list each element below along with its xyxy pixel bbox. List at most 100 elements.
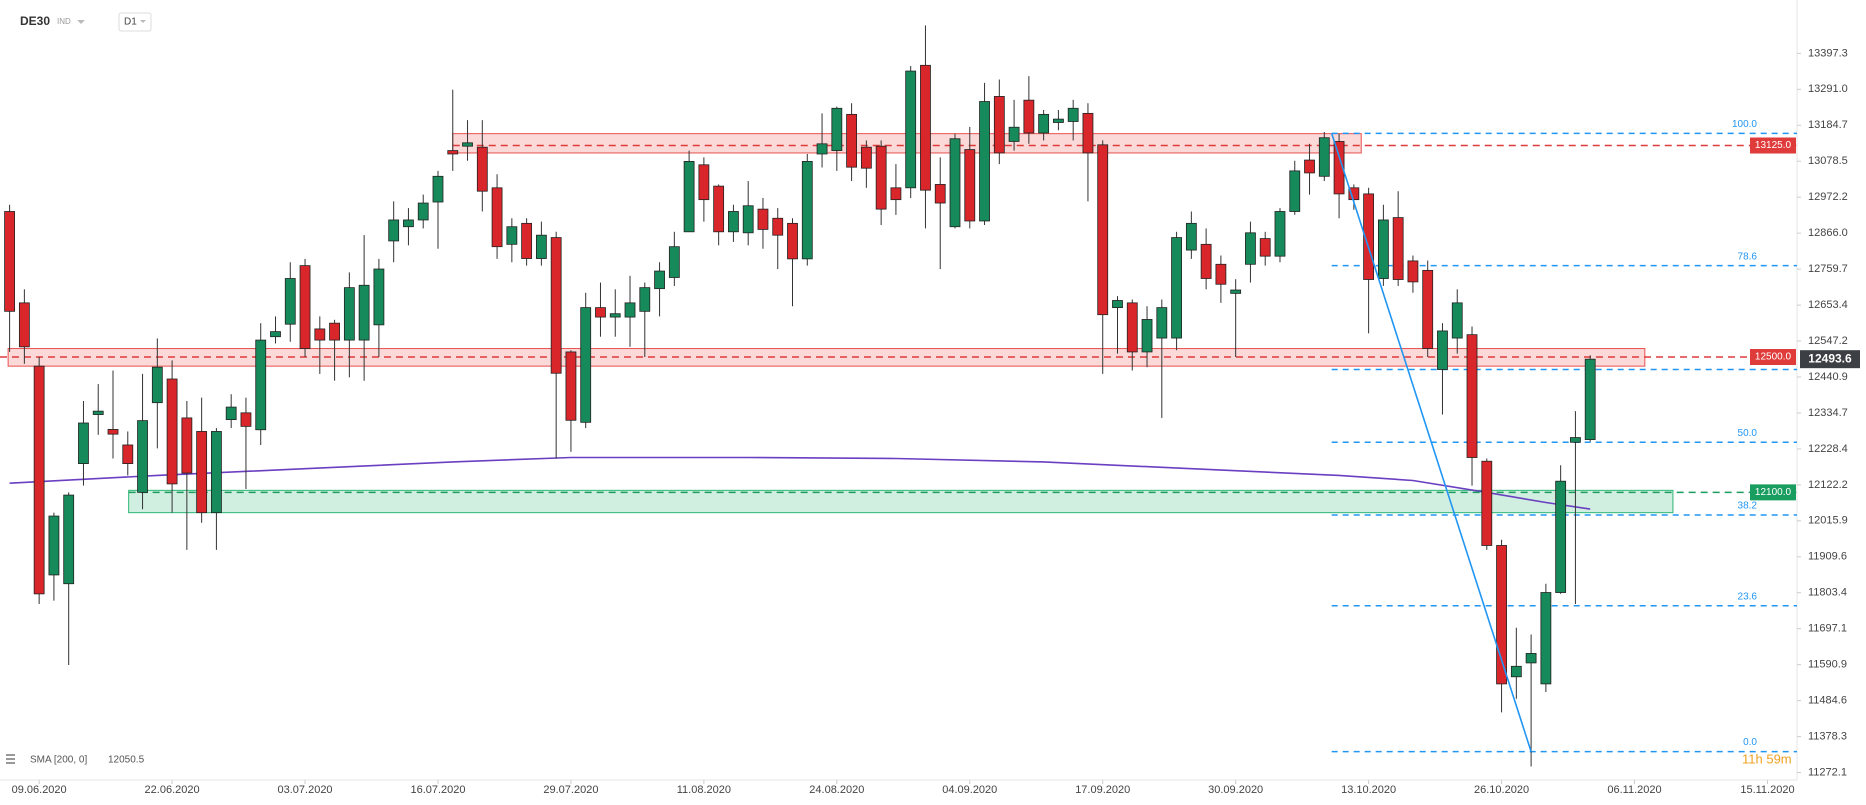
y-tick-label: 11484.6 xyxy=(1808,695,1847,707)
candle-body xyxy=(1185,222,1197,251)
x-tick-label: 17.09.2020 xyxy=(1075,784,1130,796)
candle-body xyxy=(742,205,754,234)
y-tick-label: 13291.0 xyxy=(1808,83,1848,95)
level-label-box xyxy=(1750,484,1796,501)
fib-label: 78.6 xyxy=(1738,251,1758,262)
y-tick-label: 12547.2 xyxy=(1808,335,1848,347)
dropdown-caret xyxy=(77,20,85,24)
candle-body xyxy=(196,431,208,514)
candle-body xyxy=(107,429,119,435)
y-tick-label: 13078.5 xyxy=(1808,155,1848,167)
candle-body xyxy=(1466,334,1478,458)
y-tick-label: 12759.7 xyxy=(1808,263,1848,275)
candle-body xyxy=(964,149,976,222)
candle-body xyxy=(122,444,134,465)
candle-body xyxy=(270,331,281,338)
candle-body xyxy=(92,410,104,415)
candle-body xyxy=(535,234,547,259)
candle-body xyxy=(1451,302,1463,339)
candle-body xyxy=(284,278,296,325)
candle-body xyxy=(1555,480,1567,593)
candle-body xyxy=(890,187,902,201)
candle-body xyxy=(683,161,695,233)
candle-body xyxy=(1245,232,1256,265)
level-label: 12500.0 xyxy=(1755,352,1792,363)
candle-body xyxy=(63,494,75,585)
timeframe-caret xyxy=(140,20,146,23)
level-label-box xyxy=(1750,137,1796,154)
candle-body xyxy=(1525,653,1537,664)
last-price-box xyxy=(1800,350,1860,369)
candle-body xyxy=(550,237,562,374)
candle-body xyxy=(1392,217,1404,280)
candle-body xyxy=(1141,319,1153,353)
y-tick-label: 12334.7 xyxy=(1808,407,1848,419)
candle-body xyxy=(1510,665,1522,678)
candle-body xyxy=(1112,300,1123,309)
candle-body xyxy=(1230,289,1242,294)
y-tick-label: 12440.9 xyxy=(1808,371,1848,383)
candle-body xyxy=(846,113,857,168)
candle-body xyxy=(1038,113,1050,134)
candle-body xyxy=(417,202,429,221)
candle-body xyxy=(240,412,252,427)
candle-body xyxy=(1259,238,1271,257)
candle-body xyxy=(476,146,488,192)
candle-body xyxy=(1437,330,1448,370)
candle-body xyxy=(905,70,917,189)
candle-body xyxy=(1067,107,1079,122)
instrument-type[interactable]: IND xyxy=(57,17,71,26)
y-tick-label: 12972.2 xyxy=(1808,191,1848,203)
x-tick-label: 24.08.2020 xyxy=(809,784,864,796)
candle-body xyxy=(993,96,1005,154)
candle-body xyxy=(757,208,769,230)
candle-body xyxy=(491,187,503,248)
candle-body xyxy=(1481,460,1493,546)
candle-timer: 11h 59m xyxy=(1742,751,1792,766)
candle-body xyxy=(1570,437,1581,443)
candle-body xyxy=(1496,545,1507,685)
x-tick-label: 13.10.2020 xyxy=(1341,784,1396,796)
level-label: 13125.0 xyxy=(1755,140,1792,151)
candle-body xyxy=(831,107,843,151)
y-tick-label: 11909.6 xyxy=(1808,551,1847,563)
x-tick-label: 11.08.2020 xyxy=(677,784,731,796)
candle-body xyxy=(462,142,473,147)
candle-body xyxy=(1097,144,1109,316)
candle-body xyxy=(388,219,400,242)
candle-body xyxy=(816,143,828,155)
candle-body xyxy=(979,101,990,222)
candle-body xyxy=(654,270,665,290)
candle-body xyxy=(1304,159,1315,174)
candle-body xyxy=(33,365,45,595)
y-tick-label: 13184.7 xyxy=(1808,119,1848,131)
x-tick-label: 16.07.2020 xyxy=(410,784,465,796)
candle-body xyxy=(255,339,267,431)
y-tick-label: 11272.1 xyxy=(1808,766,1847,778)
candle-body xyxy=(580,307,592,423)
timeframe-box[interactable] xyxy=(118,12,152,32)
x-tick-label: 30.09.2020 xyxy=(1208,784,1263,796)
candle-body xyxy=(728,211,739,233)
candle-body xyxy=(151,366,163,404)
candle-body xyxy=(787,222,798,260)
trendline xyxy=(1330,133,1532,752)
timeframe[interactable]: D1 xyxy=(124,17,137,28)
candle-body xyxy=(521,222,533,259)
candle-body xyxy=(1333,141,1345,195)
candle-body xyxy=(181,417,193,474)
candle-body xyxy=(48,515,60,576)
y-tick-label: 13397.3 xyxy=(1808,47,1848,59)
fib-label: 0.0 xyxy=(1743,737,1757,748)
candle-body xyxy=(1200,243,1212,279)
y-tick-label: 12122.2 xyxy=(1808,479,1848,491)
candle-body xyxy=(595,307,606,318)
candle-body xyxy=(1540,592,1552,685)
candle-body xyxy=(1584,358,1596,440)
candle-body xyxy=(211,431,222,514)
candle-body xyxy=(860,146,872,169)
candle-body xyxy=(343,287,355,341)
sma-legend-icon xyxy=(6,754,15,764)
y-tick-label: 11590.9 xyxy=(1808,659,1847,671)
